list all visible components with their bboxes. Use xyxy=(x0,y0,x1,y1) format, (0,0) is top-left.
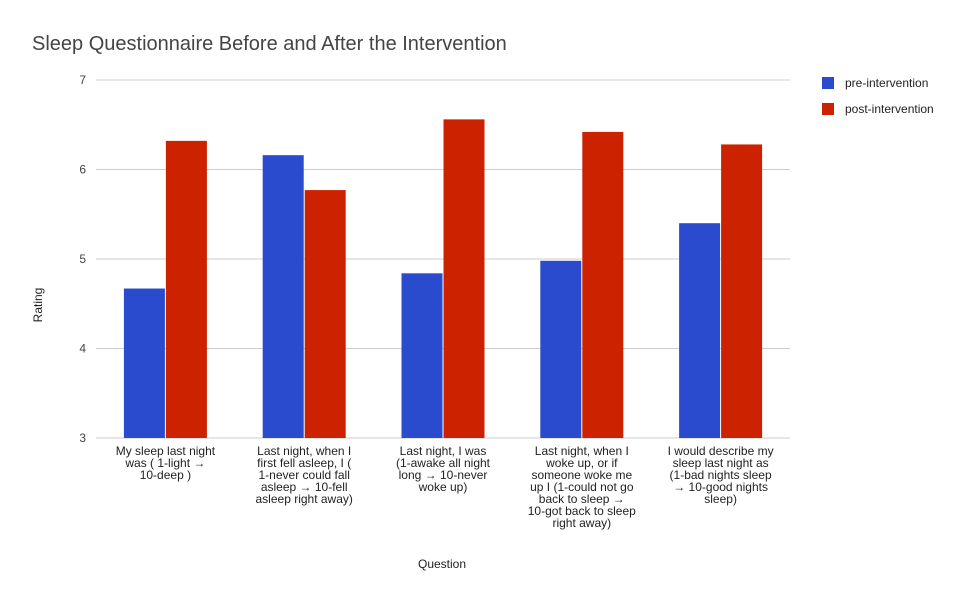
legend-swatch xyxy=(822,103,834,115)
legend-label: pre-intervention xyxy=(845,76,928,90)
bar-post-intervention-5 xyxy=(721,144,763,438)
x-axis-title: Question xyxy=(418,557,466,571)
bar-post-intervention-2 xyxy=(304,190,346,438)
bars xyxy=(123,119,763,439)
y-axis-ticks: 3 4 5 6 7 xyxy=(79,73,86,445)
y-tick-label: 4 xyxy=(79,342,86,356)
bar-pre-intervention-2 xyxy=(262,155,304,438)
chart-title: Sleep Questionnaire Before and After the… xyxy=(32,33,507,55)
x-category-label: I would describe my sleep last night as (1… xyxy=(668,444,774,506)
bar-post-intervention-3 xyxy=(443,119,485,438)
bar-post-intervention-1 xyxy=(165,140,207,439)
x-axis-categories: My sleep last night was ( 1-light → 10-dee… xyxy=(116,444,774,530)
gridlines xyxy=(96,79,790,439)
bar-pre-intervention-5 xyxy=(679,223,721,438)
y-tick-label: 6 xyxy=(79,163,86,177)
y-tick-label: 3 xyxy=(79,431,86,445)
legend-label: post-intervention xyxy=(845,102,934,116)
x-category-label: My sleep last night was ( 1-light → 10-dee… xyxy=(116,444,216,482)
legend-swatch xyxy=(822,77,834,89)
bar-pre-intervention-3 xyxy=(401,273,443,438)
bar-pre-intervention-1 xyxy=(123,288,165,438)
y-axis-title: Rating xyxy=(31,288,45,323)
bar-pre-intervention-4 xyxy=(540,260,582,438)
y-tick-label: 5 xyxy=(79,252,86,266)
y-tick-label: 7 xyxy=(79,73,86,87)
bar-post-intervention-4 xyxy=(582,131,624,438)
x-category-label: Last night, I was (1-awake all night long … xyxy=(396,444,491,494)
legend: pre-intervention post-intervention xyxy=(822,76,934,116)
